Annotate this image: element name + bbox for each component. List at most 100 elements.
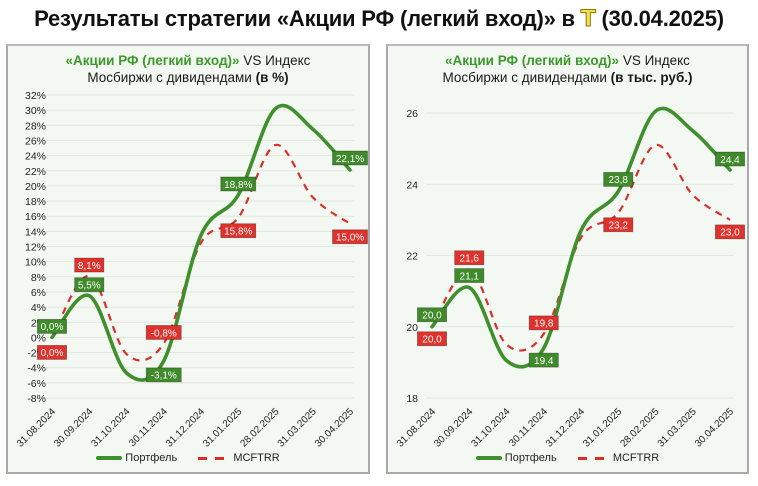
data-label: 0,0% (41, 348, 64, 359)
data-label-box (74, 257, 105, 273)
chart-title-index: Мосбиржи с дивидендами (442, 70, 611, 85)
data-label: -3,1% (151, 371, 177, 382)
x-tick-label: 31.08.2024 (15, 406, 58, 449)
legend-index-label: MCFTRR (233, 452, 280, 464)
y-tick-label: 14% (25, 226, 46, 238)
y-tick-label: 20% (25, 181, 46, 193)
data-label: 23,0 (720, 228, 740, 239)
x-tick-label: 31.10.2024 (469, 406, 512, 449)
y-tick-label: 24% (25, 151, 46, 163)
x-tick-label: 31.03.2025 (276, 406, 319, 449)
chart-title-vs: VS Индекс (619, 53, 690, 68)
data-label-box (145, 325, 182, 340)
data-label: 21,6 (460, 254, 480, 265)
data-label-box (332, 229, 368, 245)
x-tick-label: 28.02.2025 (618, 406, 661, 449)
y-tick-label: 30% (25, 105, 46, 117)
data-label: 23,2 (609, 221, 629, 232)
x-tick-label: 31.01.2025 (581, 406, 624, 449)
data-label-box (220, 223, 257, 239)
page-title-text: Результаты стратегии «Акции РФ (легкий в… (34, 6, 575, 31)
data-label-box (36, 318, 68, 334)
series-mcftrr-line (431, 143, 731, 352)
series-mcftrr-line (51, 143, 351, 362)
series-portfolio-line (430, 106, 732, 369)
x-tick-label: 31.03.2025 (656, 406, 699, 449)
data-label-box (714, 151, 745, 167)
data-label-box (603, 171, 634, 187)
y-tick-label: 22 (406, 251, 418, 263)
chart-panel-percent: «Акции РФ (легкий вход)» VS Индекс Мосби… (6, 44, 370, 474)
y-tick-label: 26% (25, 135, 46, 147)
data-label-box (220, 176, 257, 192)
y-tick-label: -4% (27, 363, 46, 375)
x-tick-label: 30.09.2024 (432, 406, 475, 449)
data-label-box (528, 352, 559, 368)
data-label: 0,0% (41, 322, 64, 333)
y-tick-label: 16% (25, 211, 46, 223)
y-tick-label: 20 (406, 322, 418, 334)
y-tick-label: 18 (406, 393, 418, 405)
data-label: 21,1 (460, 271, 480, 282)
data-label: 15,0% (336, 233, 364, 244)
data-label-box (145, 367, 182, 383)
data-label-box (454, 250, 485, 266)
x-tick-label: 30.09.2024 (52, 406, 95, 449)
x-tick-label: 30.04.2025 (693, 406, 736, 449)
y-tick-label: -6% (27, 378, 46, 390)
y-tick-label: 18% (25, 196, 46, 208)
data-label-box (454, 268, 485, 283)
data-label: 15,8% (224, 227, 252, 238)
data-label: 20,0 (422, 311, 442, 322)
legend-portfolio-swatch-icon (475, 456, 502, 461)
legend-index-label: MCFTRR (612, 452, 660, 464)
y-tick-label: 22% (25, 166, 46, 178)
chart-legend: Портфель MCFTRR (8, 452, 368, 464)
chart-title: «Акции РФ (легкий вход)» VS Индекс Мосби… (388, 52, 747, 86)
page-title-date: (30.04.2025) (601, 6, 725, 31)
y-tick-label: 4% (31, 302, 46, 314)
data-label-box (74, 277, 105, 293)
x-tick-label: 31.12.2024 (164, 406, 207, 449)
chart-title-vs: VS Индекс (239, 53, 311, 68)
data-label: 22,1% (336, 154, 364, 165)
data-label: 19,8 (534, 319, 554, 330)
y-tick-label: 0% (31, 332, 46, 344)
chart-title-strategy: «Акции РФ (легкий вход)» (445, 53, 620, 68)
data-label: 18,8% (224, 180, 252, 191)
legend-portfolio-label: Портфель (504, 452, 557, 464)
y-tick-label: 24 (406, 179, 418, 191)
data-label-box (416, 307, 448, 323)
data-label: 23,8 (609, 175, 629, 186)
data-label: 5,5% (78, 281, 101, 292)
line-chart-percent: 32% 30% 28% 26% 24% 22% 20% 18% 16% 14% 12% 10% 8% 6%… (15, 90, 368, 450)
chart-legend: Портфель MCFTRR (388, 452, 747, 464)
data-label: 20,0 (422, 335, 442, 346)
data-label-box (332, 150, 368, 166)
x-tick-label: 31.10.2024 (89, 406, 132, 449)
page-title: Результаты стратегии «Акции РФ (легкий в… (0, 6, 758, 33)
legend-index-swatch-icon (198, 456, 227, 460)
data-label-box (528, 315, 559, 331)
y-tick-label: 32% (25, 90, 46, 102)
chart-title-unit: (в %) (255, 70, 289, 85)
legend-portfolio-swatch-icon (96, 456, 123, 461)
x-tick-label: 31.12.2024 (544, 406, 587, 449)
y-tick-label: 10% (25, 257, 46, 269)
legend-index-swatch-icon (577, 456, 606, 460)
chart-title: «Акции РФ (легкий вход)» VS Индекс Мосби… (8, 52, 368, 86)
chart-title-strategy: «Акции РФ (легкий вход)» (65, 53, 240, 68)
chart-panel-rubles: «Акции РФ (легкий вход)» VS Индекс Мосби… (386, 44, 749, 474)
chart-title-index: Мосбиржи с дивидендами (87, 70, 256, 85)
legend-portfolio-label: Портфель (125, 452, 178, 464)
data-label-box (36, 344, 68, 360)
data-label: 19,4 (534, 356, 554, 367)
x-tick-label: 31.01.2025 (201, 406, 244, 449)
data-label-box (416, 331, 448, 347)
chart-title-unit: (в тыс. руб.) (610, 70, 693, 85)
data-label: 8,1% (78, 261, 101, 272)
y-tick-label: 6% (31, 287, 46, 299)
line-chart-rubles: 26 24 22 20 1831.08.202430.09.202431.10.2024… (395, 106, 745, 450)
data-label-box (714, 224, 745, 240)
x-tick-label: 28.02.2025 (238, 406, 281, 449)
